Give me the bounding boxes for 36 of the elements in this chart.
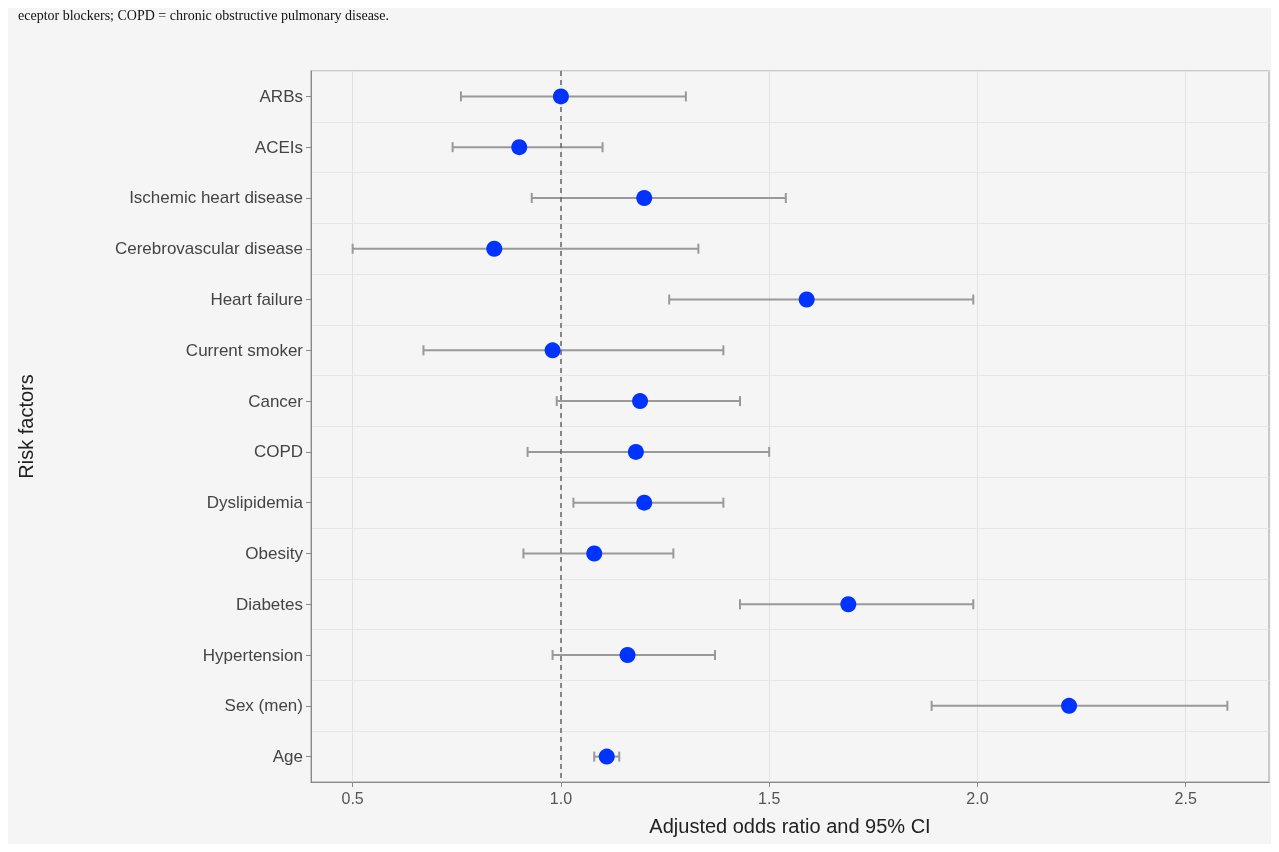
point xyxy=(1061,697,1078,714)
x-tick-label: 1.0 xyxy=(549,789,573,807)
y-tick-label: Age xyxy=(272,747,303,767)
x-tick-label: 2.0 xyxy=(966,789,989,807)
y-tick-label: Current smoker xyxy=(185,340,304,360)
y-tick-label: Cerebrovascular disease xyxy=(114,239,303,259)
y-tick-label: ACEIs xyxy=(254,137,303,157)
y-tick-label: COPD xyxy=(253,442,303,462)
y-tick-label: Diabetes xyxy=(235,594,303,614)
y-tick-label: Hypertension xyxy=(202,645,303,665)
point xyxy=(544,342,561,359)
y-tick-label: Cancer xyxy=(248,391,304,411)
x-tick-label: 1.5 xyxy=(758,789,781,807)
point xyxy=(598,748,615,765)
y-tick-label: Ischemic heart disease xyxy=(129,188,303,208)
x-tick-label: 2.5 xyxy=(1174,789,1197,807)
point xyxy=(840,596,857,613)
x-tick-label: 0.5 xyxy=(341,789,364,807)
point xyxy=(627,443,644,460)
y-tick-label: Obesity xyxy=(245,543,304,563)
point xyxy=(798,291,815,308)
x-axis-title: Adjusted odds ratio and 95% CI xyxy=(649,815,931,837)
point xyxy=(511,139,528,156)
point xyxy=(486,240,503,257)
point xyxy=(619,647,636,664)
point xyxy=(632,393,649,410)
y-tick-label: Heart failure xyxy=(210,290,303,310)
text: eceptor blockers; COPD = chronic obstructive pulmonary disease. xyxy=(18,7,390,23)
point xyxy=(552,88,569,105)
y-tick-label: ARBs xyxy=(259,86,303,106)
y-tick-label: Sex (men) xyxy=(224,696,303,716)
point xyxy=(586,545,603,562)
y-tick-label: Dyslipidemia xyxy=(206,493,304,513)
point xyxy=(636,494,653,511)
y-axis-title: Risk factors xyxy=(15,374,37,479)
point xyxy=(636,189,653,206)
